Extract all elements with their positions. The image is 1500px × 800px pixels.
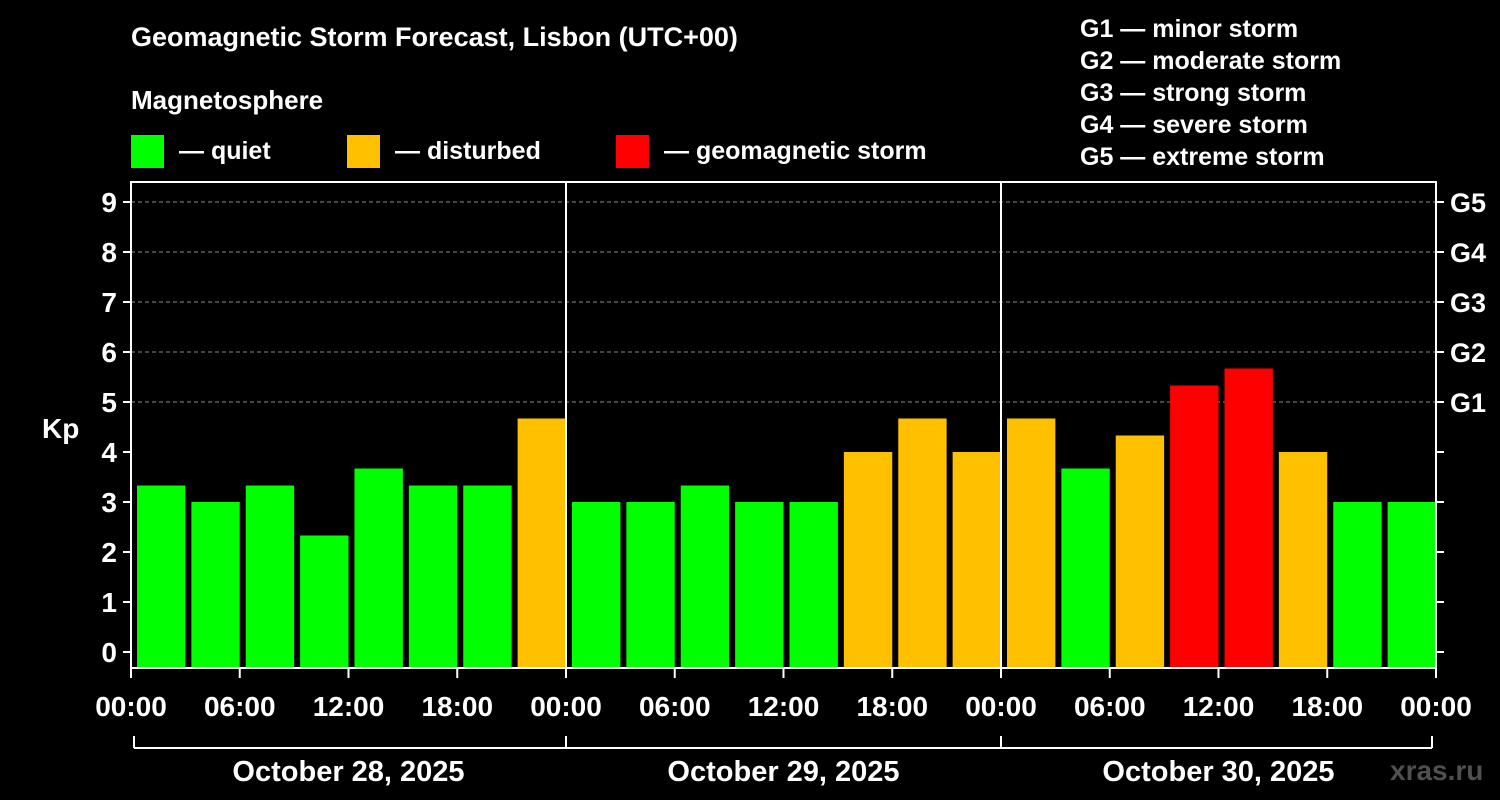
source-credit: xras.ru (1390, 755, 1484, 786)
right-axis-label-g3: G3 (1450, 288, 1486, 318)
bar-19 (1170, 385, 1219, 668)
legend-item-quiet: — quiet (131, 134, 271, 168)
storm-level-legend: G1 — minor storm G2 — moderate storm G3 … (1080, 13, 1341, 173)
x-tick-label-2: 12:00 (313, 691, 385, 722)
day-label-2: October 30, 2025 (1102, 756, 1334, 788)
legend-label-quiet: — quiet (179, 136, 271, 165)
bar-9 (626, 502, 675, 668)
y-tick-label-8: 8 (101, 237, 117, 268)
chart-title: Geomagnetic Storm Forecast, Lisbon (UTC+… (131, 22, 738, 52)
storm-level-g3: G3 — strong storm (1080, 79, 1307, 107)
y-axis-title: Kp (42, 413, 79, 444)
legend-label-disturbed: — disturbed (395, 136, 541, 165)
bar-20 (1224, 368, 1273, 668)
day-label-0: October 28, 2025 (232, 756, 464, 788)
x-tick-label-5: 06:00 (639, 691, 711, 722)
day-label-1: October 29, 2025 (667, 756, 899, 788)
storm-level-g2: G2 — moderate storm (1080, 47, 1342, 75)
legend-swatch-quiet (131, 134, 164, 168)
right-axis-label-g2: G2 (1450, 338, 1486, 368)
y-tick-label-6: 6 (101, 337, 117, 368)
bar-5 (408, 485, 458, 668)
x-tick-label-9: 06:00 (1074, 691, 1146, 722)
bar-8 (572, 502, 621, 668)
bar-16 (1007, 418, 1056, 668)
y-tick-label-3: 3 (101, 487, 117, 518)
bar-11 (735, 502, 784, 668)
storm-level-g4: G4 — severe storm (1080, 111, 1308, 139)
y-tick-label-9: 9 (101, 187, 117, 218)
legend-item-disturbed: — disturbed (347, 134, 541, 168)
bar-10 (680, 485, 730, 668)
x-tick-label-7: 18:00 (856, 691, 928, 722)
bar-2 (245, 485, 295, 668)
x-tick-label-3: 18:00 (421, 691, 493, 722)
y-tick-label-0: 0 (101, 637, 117, 668)
right-axis-label-g5: G5 (1450, 188, 1486, 218)
legend-swatch-storm (616, 134, 649, 168)
x-tick-label-1: 06:00 (204, 691, 276, 722)
bar-6 (463, 485, 512, 668)
y-tick-label-1: 1 (101, 587, 117, 618)
bar-7 (517, 418, 566, 668)
x-tick-label-0: 00:00 (95, 691, 167, 722)
bar-18 (1115, 435, 1165, 668)
x-tick-label-12: 00:00 (1400, 691, 1472, 722)
legend-label-storm: — geomagnetic storm (664, 136, 927, 165)
x-tick-label-10: 12:00 (1183, 691, 1255, 722)
storm-level-g1: G1 — minor storm (1080, 15, 1299, 43)
bar-13 (843, 452, 893, 668)
x-tick-label-8: 00:00 (965, 691, 1037, 722)
y-tick-label-4: 4 (101, 437, 117, 468)
bar-4 (354, 468, 403, 668)
bar-3 (300, 535, 349, 668)
bar-17 (1061, 468, 1110, 668)
bar-15 (952, 452, 1001, 668)
x-tick-label-11: 18:00 (1291, 691, 1363, 722)
bar-22 (1333, 502, 1382, 668)
legend-heading: Magnetosphere (131, 85, 324, 115)
y-tick-label-7: 7 (101, 287, 117, 318)
y-tick-label-2: 2 (101, 537, 117, 568)
x-tick-label-6: 12:00 (748, 691, 820, 722)
bar-12 (789, 502, 838, 668)
legend-item-storm: — geomagnetic storm (616, 134, 927, 168)
bar-14 (898, 418, 947, 668)
bar-0 (137, 485, 186, 668)
right-axis-label-g4: G4 (1450, 238, 1486, 268)
bar-23 (1387, 502, 1436, 668)
x-tick-label-4: 00:00 (530, 691, 602, 722)
bar-21 (1278, 452, 1328, 668)
storm-level-g5: G5 — extreme storm (1080, 143, 1325, 171)
bar-1 (191, 502, 240, 668)
right-axis-label-g1: G1 (1450, 388, 1486, 418)
legend-swatch-disturbed (347, 134, 380, 168)
y-tick-label-5: 5 (101, 387, 117, 418)
